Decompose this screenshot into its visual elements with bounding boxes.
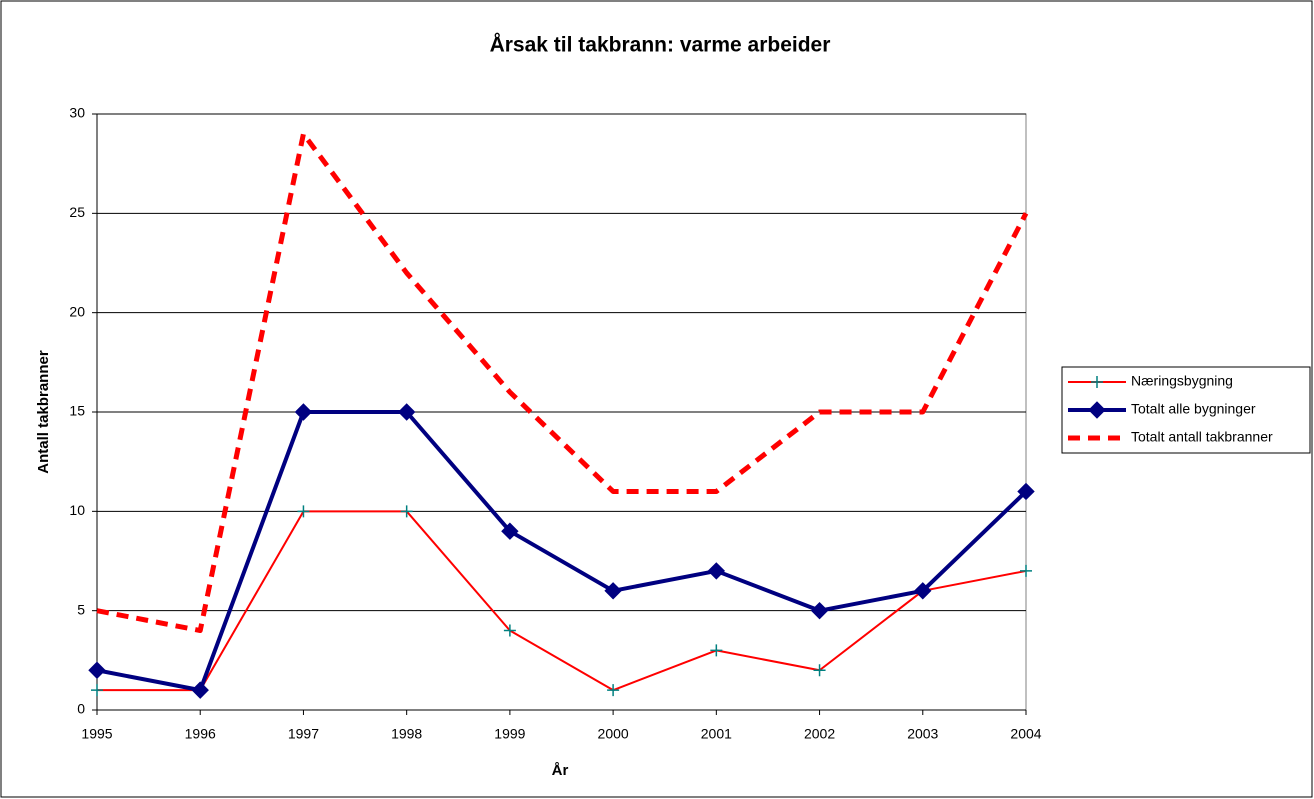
legend-marker: [1091, 376, 1103, 388]
legend-label: Totalt antall takbranner: [1131, 429, 1273, 445]
point-marker: [607, 684, 620, 697]
point-marker: [914, 582, 932, 600]
x-tick-label: 2000: [598, 726, 629, 742]
point-marker: [1017, 482, 1035, 501]
y-tick-label: 10: [69, 502, 85, 518]
point-marker: [91, 684, 103, 697]
y-tick-label: 0: [77, 701, 85, 717]
x-tick-label: 2002: [804, 726, 835, 742]
x-tick-label: 1997: [288, 726, 319, 742]
x-tick-label: 2001: [701, 726, 732, 742]
series-line: [96, 131, 1029, 634]
x-tick-label: 2004: [1010, 726, 1041, 742]
point-marker: [191, 681, 209, 699]
point-marker: [397, 403, 416, 421]
point-marker: [604, 582, 622, 600]
point-marker: [400, 505, 413, 518]
point-marker: [810, 601, 829, 620]
point-marker: [707, 562, 726, 580]
y-tick-label: 5: [77, 601, 85, 617]
legend-label: Totalt alle bygninger: [1131, 401, 1256, 417]
y-tick-label: 15: [69, 403, 85, 419]
point-marker: [294, 403, 313, 421]
point-marker: [501, 522, 519, 540]
x-axis-label: År: [552, 762, 569, 779]
point-marker: [88, 661, 106, 679]
x-tick-label: 1996: [185, 726, 216, 742]
x-tick-label: 2003: [907, 726, 938, 742]
y-axis-label: Antall takbranner: [35, 350, 52, 474]
legend-marker: [1088, 401, 1106, 419]
y-tick-label: 30: [69, 105, 85, 121]
point-marker: [503, 624, 516, 637]
point-marker: [297, 505, 310, 518]
chart-title: Årsak til takbrann: varme arbeider: [490, 33, 831, 57]
x-tick-label: 1995: [81, 726, 112, 742]
series-line: [96, 410, 1028, 693]
legend-label: Næringsbygning: [1131, 373, 1233, 389]
point-marker: [813, 664, 826, 677]
x-tick-label: 1999: [494, 726, 525, 742]
y-tick-label: 20: [69, 303, 85, 319]
y-tick-label: 25: [69, 204, 85, 220]
point-marker: [1020, 564, 1032, 577]
point-marker: [710, 644, 723, 657]
series-line: [97, 510, 1027, 692]
x-tick-label: 1998: [391, 726, 422, 742]
